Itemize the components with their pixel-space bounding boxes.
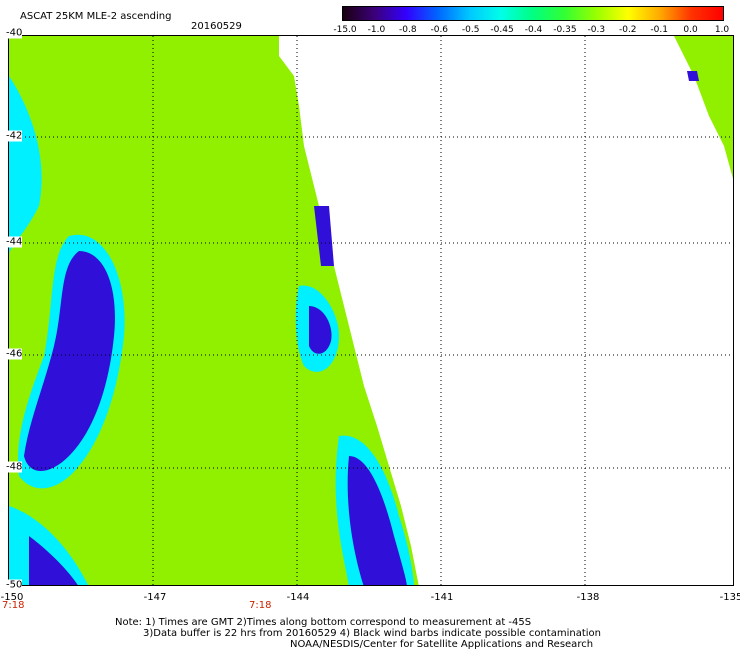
map-plot [8, 35, 734, 586]
colorbar-tick-label: -0.45 [490, 25, 514, 35]
colorbar [342, 6, 724, 21]
low-bottom-west [29, 536, 78, 585]
colorbar-tick-label: -0.3 [587, 25, 606, 35]
lon-tick-135: -135 [719, 592, 740, 603]
lon-tick-141: -141 [430, 592, 454, 603]
lat-tick-40: -40 [6, 27, 23, 39]
colorbar-tick-label: -0.8 [399, 25, 417, 35]
lat-tick-48: -48 [6, 461, 23, 473]
colorbar-tick-label: -0.4 [524, 25, 543, 35]
lon-tick-147: -147 [143, 592, 167, 603]
colorbar-tick-label: -0.5 [461, 25, 480, 35]
cyan-edge-west [9, 76, 42, 256]
low-strip-east [314, 206, 334, 266]
cyan-bottom-west [9, 506, 88, 585]
note-line-1: Note: 1) Times are GMT 2)Times along bot… [115, 617, 532, 628]
swath-ne [674, 36, 733, 179]
colorbar-tick-label: -1.0 [367, 25, 386, 35]
colorbar-tick-label: -0.35 [553, 25, 577, 35]
lat-tick-50: -50 [6, 579, 23, 591]
lat-tick-46: -46 [6, 348, 23, 360]
colorbar-tick-label: 0.0 [683, 25, 698, 35]
product-title: ASCAT 25KM MLE-2 ascending [20, 11, 172, 22]
product-date: 20160529 [191, 21, 242, 32]
low-patch-ne [687, 71, 699, 81]
note-line-2: 3)Data buffer is 22 hrs from 20160529 4)… [143, 628, 601, 639]
note-line-3: NOAA/NESDIS/Center for Satellite Applica… [290, 639, 594, 650]
colorbar-tick-label: -0.1 [650, 25, 668, 35]
colorbar-tick-label: 1.0 [714, 25, 730, 35]
map-canvas [9, 36, 733, 585]
lon-tick-144: -144 [286, 592, 310, 603]
time-label-center: 7:18 [249, 600, 272, 611]
time-label-left: 7:18 [2, 600, 25, 611]
low-core [24, 251, 115, 471]
colorbar-tick-label: -15.0 [333, 25, 357, 35]
lat-tick-44: -44 [6, 236, 23, 248]
lon-tick-138: -138 [576, 592, 600, 603]
lon-tick-150: -150 [0, 592, 24, 603]
low-patch-east-1 [309, 306, 332, 354]
colorbar-tick-label: -0.6 [430, 25, 449, 35]
colorbar-tick-label: -0.2 [618, 25, 637, 35]
swath-main [9, 36, 419, 585]
low-patch-se [347, 456, 407, 585]
lat-tick-42: -42 [6, 130, 23, 142]
